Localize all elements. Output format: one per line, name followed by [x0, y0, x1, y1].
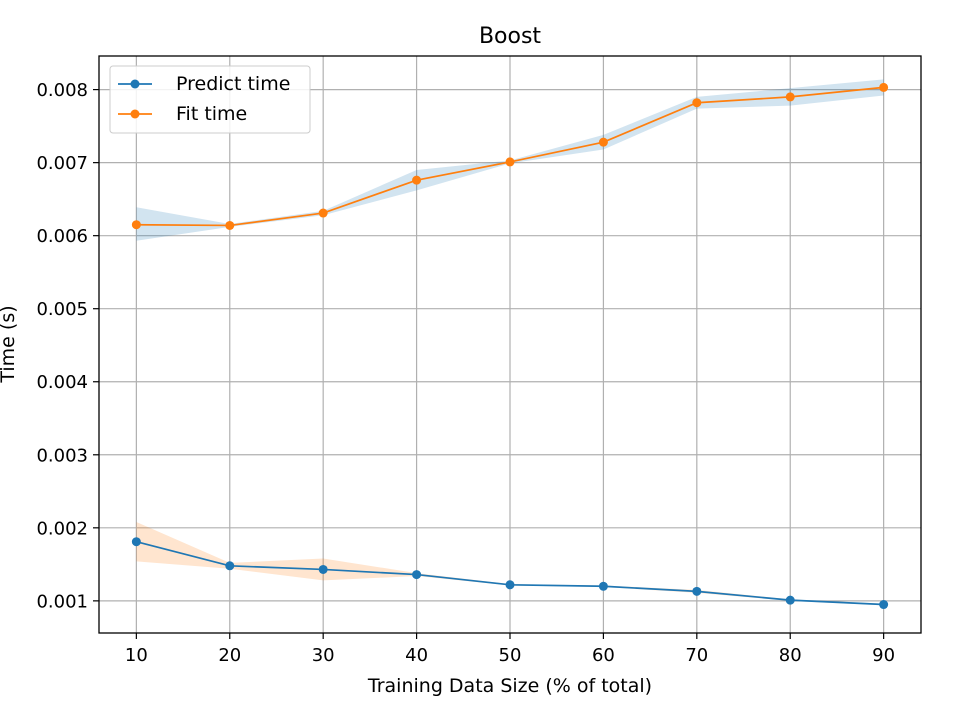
point-fit-time [879, 82, 889, 92]
point-fit-time [225, 220, 235, 230]
grid [99, 56, 921, 633]
point-predict-time [785, 595, 795, 605]
point-fit-time [318, 208, 328, 218]
x-axis-label: Training Data Size (% of total) [367, 675, 652, 697]
point-predict-time [879, 600, 889, 610]
point-predict-time [692, 586, 702, 596]
x-tick-label: 70 [685, 645, 708, 666]
point-fit-time [412, 175, 422, 185]
point-predict-time [598, 581, 608, 591]
y-tick-label: 0.003 [36, 445, 88, 466]
legend-label-predict-time: Predict time [176, 73, 290, 95]
legend-box [109, 65, 311, 134]
x-tick-label: 50 [499, 645, 522, 666]
y-ticks: 0.001 0.002 0.003 0.004 0.005 0.006 0.007 0.008 [36, 80, 99, 612]
point-predict-time [318, 564, 328, 574]
x-tick-label: 30 [312, 645, 335, 666]
y-tick-label: 0.007 [36, 153, 88, 174]
y-axis-label: Time (s) [0, 305, 19, 383]
point-predict-time [225, 561, 235, 571]
legend-marker-fit-time [130, 109, 140, 119]
point-fit-time [505, 157, 515, 167]
x-tick-label: 40 [405, 645, 428, 666]
x-tick-label: 90 [872, 645, 895, 666]
x-tick-label: 10 [125, 645, 148, 666]
y-tick-label: 0.008 [36, 80, 88, 101]
series-points [131, 82, 889, 610]
y-tick-label: 0.006 [36, 226, 88, 247]
y-tick-label: 0.004 [36, 372, 88, 393]
point-predict-time [412, 570, 422, 580]
x-tick-label: 80 [779, 645, 802, 666]
y-tick-label: 0.005 [36, 299, 88, 320]
point-fit-time [131, 220, 141, 230]
y-tick-label: 0.001 [36, 591, 88, 612]
point-fit-time [692, 98, 702, 108]
legend: Predict time Fit time [109, 65, 311, 134]
chart-title: Boost [479, 24, 541, 49]
x-ticks: 10 20 30 40 50 60 70 80 90 [125, 633, 895, 666]
point-predict-time [505, 580, 515, 590]
legend-label-fit-time: Fit time [176, 103, 247, 125]
y-tick-label: 0.002 [36, 518, 88, 539]
band-predict-time [136, 521, 884, 606]
point-fit-time [785, 92, 795, 102]
legend-marker-predict-time [130, 79, 140, 89]
x-tick-label: 20 [218, 645, 241, 666]
point-predict-time [131, 537, 141, 547]
x-tick-label: 60 [592, 645, 615, 666]
point-fit-time [598, 137, 608, 147]
